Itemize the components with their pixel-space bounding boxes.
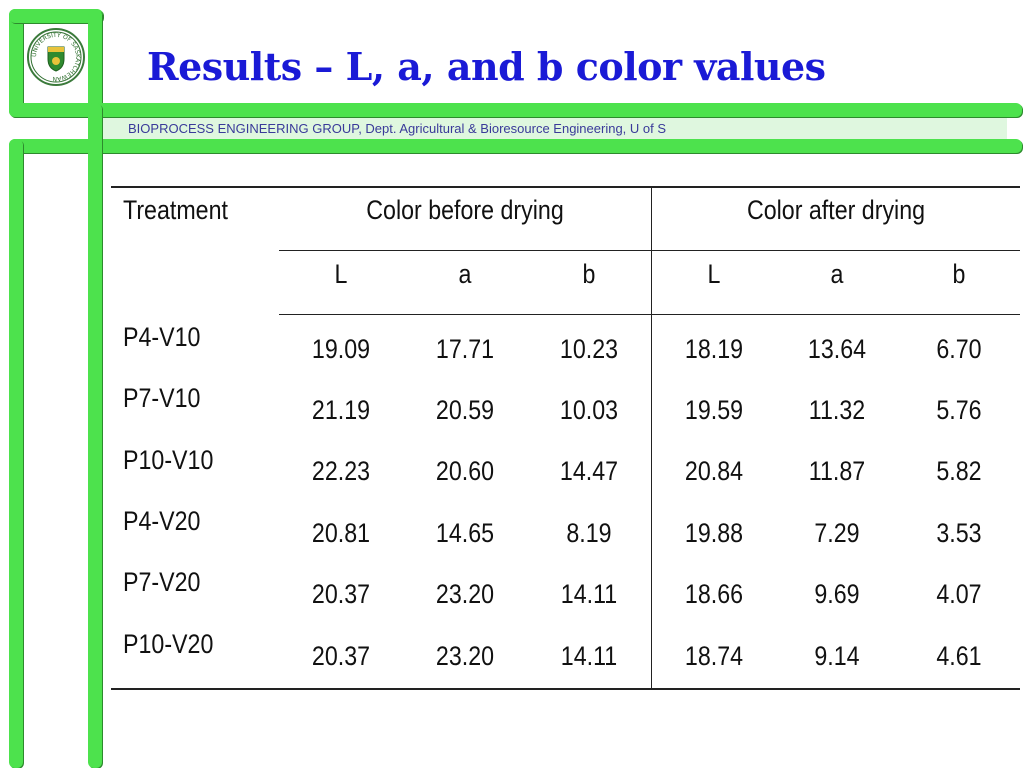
table-cell: 9.69 [814,579,860,609]
subheader-rule [279,314,1020,315]
header-color-after: Color after drying [746,195,926,225]
table-cell: 20.81 [311,518,371,548]
frame-bar-top [9,9,103,23]
university-logo: UNIVERSITY OF SASKATCHEWAN [27,28,85,86]
table-cell: 19.59 [684,395,744,425]
table-cell: 4.61 [936,641,982,671]
table-cell: 7.29 [814,518,860,548]
subheader-after-b: b [952,259,966,289]
subheader-before-l: L [334,259,348,289]
table-cell: 11.87 [808,456,866,486]
row-treatment: P4-V20 [123,506,201,536]
frame-bar-horizontal-upper [9,103,1022,117]
table-cell: 5.82 [936,456,982,486]
table-cell: 17.71 [435,334,495,364]
row-treatment: P7-V20 [123,567,201,597]
table-cell: 10.23 [559,334,619,364]
table-cell: 20.59 [435,395,495,425]
row-treatment: P10-V20 [123,629,214,659]
slide-title: Results – L, a, and b color values [147,44,826,89]
row-treatment: P4-V10 [123,322,201,352]
table-top-rule [111,186,1020,188]
table-cell: 8.19 [566,518,612,548]
subheader-before-a: a [458,259,472,289]
frame-bar-inner-top [88,9,102,117]
row-treatment: P7-V10 [123,383,201,413]
group-header-rule [279,250,1020,251]
table-cell: 23.20 [435,579,495,609]
table-cell: 11.32 [808,395,866,425]
table-cell: 19.09 [311,334,371,364]
group-separator [651,188,652,688]
results-table: Treatment Color before drying Color afte… [111,186,1020,690]
header-treatment: Treatment [123,195,228,225]
slide-subtitle: BIOPROCESS ENGINEERING GROUP, Dept. Agri… [128,121,667,136]
table-cell: 3.53 [936,518,982,548]
university-crest-icon: UNIVERSITY OF SASKATCHEWAN [30,31,82,83]
table-cell: 13.64 [807,334,867,364]
table-cell: 20.37 [311,641,371,671]
table-cell: 14.65 [435,518,495,548]
table-cell: 18.66 [684,579,744,609]
table-cell: 20.60 [435,456,495,486]
frame-bar-left-bottom [9,139,23,768]
table-cell: 18.74 [684,641,744,671]
table-cell: 5.76 [936,395,982,425]
subtitle-band [102,117,1007,139]
frame-bar-inner-bottom [88,103,102,768]
table-cell: 14.47 [559,456,619,486]
subheader-after-a: a [830,259,844,289]
table-cell: 14.11 [560,579,618,609]
table-cell: 9.14 [814,641,860,671]
subheader-after-l: L [707,259,721,289]
row-treatment: P10-V10 [123,445,214,475]
table-cell: 21.19 [311,395,371,425]
subheader-before-b: b [582,259,596,289]
table-cell: 6.70 [936,334,982,364]
table-cell: 10.03 [559,395,619,425]
frame-bar-left-top [9,9,23,117]
table-cell: 14.11 [560,641,618,671]
table-bottom-rule [111,688,1020,690]
frame-bar-horizontal-lower [9,139,1022,153]
table-cell: 20.37 [311,579,371,609]
table-cell: 19.88 [684,518,744,548]
table-cell: 20.84 [684,456,744,486]
table-cell: 18.19 [684,334,744,364]
table-cell: 22.23 [311,456,371,486]
table-cell: 4.07 [936,579,982,609]
table-cell: 23.20 [435,641,495,671]
header-color-before: Color before drying [366,195,564,225]
